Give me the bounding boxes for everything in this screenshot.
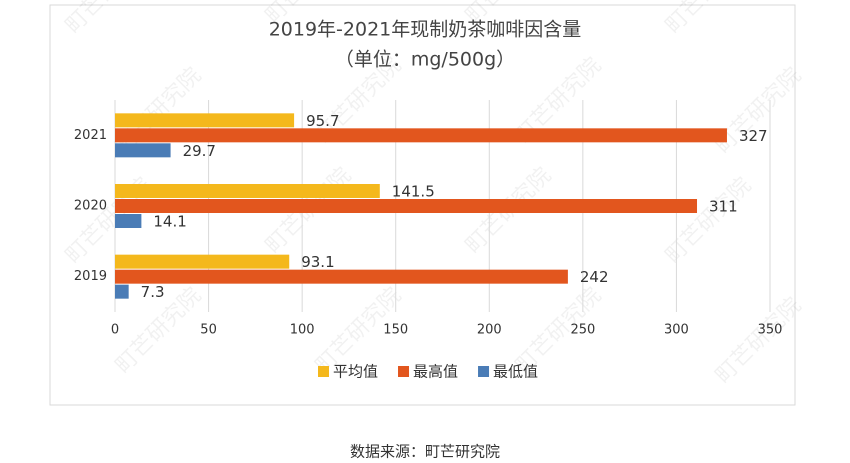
data-label: 93.1 <box>301 253 334 271</box>
data-label: 141.5 <box>392 183 435 201</box>
y-tick-label: 2020 <box>74 199 107 214</box>
bar <box>115 184 380 198</box>
bar <box>115 199 698 213</box>
legend-swatch <box>398 366 410 377</box>
source-note: 数据来源：町芒研究院 <box>350 443 500 461</box>
chart-subtitle: （单位：mg/500g） <box>335 49 515 71</box>
bar <box>115 284 129 299</box>
legend-swatch <box>478 366 490 377</box>
x-tick-label: 300 <box>664 323 689 338</box>
x-tick-label: 150 <box>383 323 408 338</box>
bar <box>115 128 727 143</box>
bar <box>115 143 171 158</box>
data-label: 242 <box>580 268 609 286</box>
x-tick-label: 0 <box>111 323 119 338</box>
legend-label: 最低值 <box>493 363 538 381</box>
data-label: 327 <box>739 127 768 145</box>
x-tick-label: 200 <box>477 323 502 338</box>
data-label: 95.7 <box>306 112 339 130</box>
y-tick-label: 2021 <box>74 128 107 143</box>
bar <box>115 113 295 128</box>
legend-swatch <box>318 366 329 377</box>
data-label: 311 <box>709 198 738 216</box>
data-label: 7.3 <box>141 283 165 301</box>
x-tick-label: 50 <box>200 323 217 338</box>
y-tick-label: 2019 <box>74 269 107 284</box>
bar <box>115 214 142 228</box>
bar <box>115 254 290 269</box>
data-label: 29.7 <box>183 142 216 160</box>
bar <box>115 269 568 284</box>
legend-label: 平均值 <box>333 363 378 381</box>
x-tick-label: 350 <box>758 323 783 338</box>
data-label: 14.1 <box>153 213 186 231</box>
x-tick-label: 250 <box>570 323 595 338</box>
legend-label: 最高值 <box>413 363 458 381</box>
chart-title: 2019年-2021年现制奶茶咖啡因含量 <box>269 19 582 41</box>
x-tick-label: 100 <box>290 323 315 338</box>
